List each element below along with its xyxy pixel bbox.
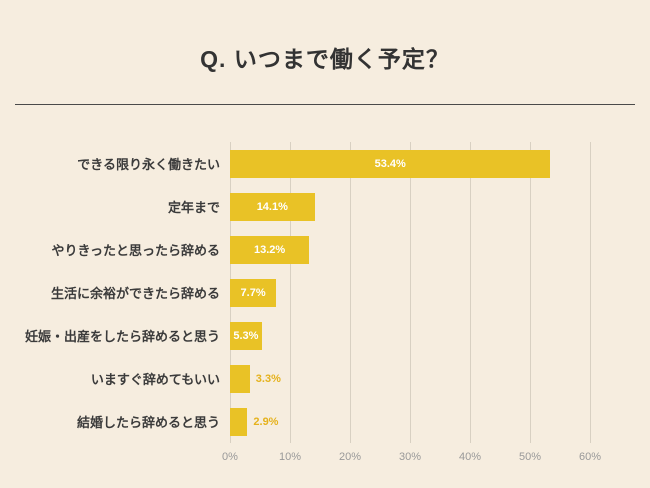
plot-cell: 13.2% xyxy=(230,235,590,264)
gridline xyxy=(410,142,411,443)
x-axis: 0% 10% 20% 30% 40% 50% 60% xyxy=(222,451,601,467)
bar xyxy=(230,364,250,393)
plot-cell: 7.7% xyxy=(230,278,590,307)
plot-cell: 14.1% xyxy=(230,192,590,221)
gridline xyxy=(470,142,471,443)
plot-cell: 3.3% xyxy=(230,364,590,393)
chart-row: できる限り永く働きたい 53.4% xyxy=(0,142,650,185)
x-tick-label: 50% xyxy=(518,451,542,463)
gridline xyxy=(350,142,351,443)
chart-row: 結婚したら辞めると思う 2.9% xyxy=(0,400,650,443)
x-tick-label: 60% xyxy=(578,451,602,463)
x-tick-label: 10% xyxy=(278,451,302,463)
bar xyxy=(230,149,551,178)
category-label: 結婚したら辞めると思う xyxy=(76,415,220,430)
chart-row: いますぐ辞めてもいい 3.3% xyxy=(0,357,650,400)
value-label: 53.4% xyxy=(374,157,406,170)
category-label: 妊娠・出産をしたら辞めると思う xyxy=(24,329,220,344)
chart-row: 生活に余裕ができたら辞める 7.7% xyxy=(0,271,650,314)
x-tick-label: 40% xyxy=(458,451,482,463)
value-label: 14.1% xyxy=(256,200,288,213)
chart-row: 定年まで 14.1% xyxy=(0,185,650,228)
bar-chart: できる限り永く働きたい 53.4% 定年まで 14.1% やりきったと思ったら辞める 13… xyxy=(0,142,650,482)
value-label: 13.2% xyxy=(253,243,286,256)
category-label: できる限り永く働きたい xyxy=(77,157,220,172)
plot-cell: 5.3% xyxy=(230,321,590,350)
x-tick-label: 0% xyxy=(222,451,238,463)
chart-title: Q. いつまで働く予定？ xyxy=(200,46,450,72)
bar xyxy=(230,321,262,350)
bar xyxy=(230,235,310,264)
chart-rows: できる限り永く働きたい 53.4% 定年まで 14.1% やりきったと思ったら辞める 13… xyxy=(0,142,650,443)
category-label: いますぐ辞めてもいい xyxy=(90,372,220,387)
value-label: 7.7% xyxy=(240,286,266,299)
gridline xyxy=(590,142,591,443)
value-label: 5.3% xyxy=(233,329,259,342)
gridline xyxy=(290,142,291,443)
bar xyxy=(230,407,248,436)
chart-row: やりきったと思ったら辞める 13.2% xyxy=(0,228,650,271)
category-label: やりきったと思ったら辞める xyxy=(51,243,220,258)
plot-cell: 53.4% xyxy=(230,149,590,178)
gridline xyxy=(530,142,531,443)
bar xyxy=(230,278,277,307)
chart-row: 妊娠・出産をしたら辞めると思う 5.3% xyxy=(0,314,650,357)
title-divider xyxy=(15,104,635,105)
value-label: 2.9% xyxy=(253,415,279,428)
plot-cell: 2.9% xyxy=(230,407,590,436)
category-label: 定年まで xyxy=(167,200,220,215)
x-tick-label: 20% xyxy=(338,451,362,463)
value-label: 3.3% xyxy=(255,372,281,385)
x-tick-label: 30% xyxy=(398,451,422,463)
category-label: 生活に余裕ができたら辞める xyxy=(50,286,220,301)
bar xyxy=(230,192,315,221)
